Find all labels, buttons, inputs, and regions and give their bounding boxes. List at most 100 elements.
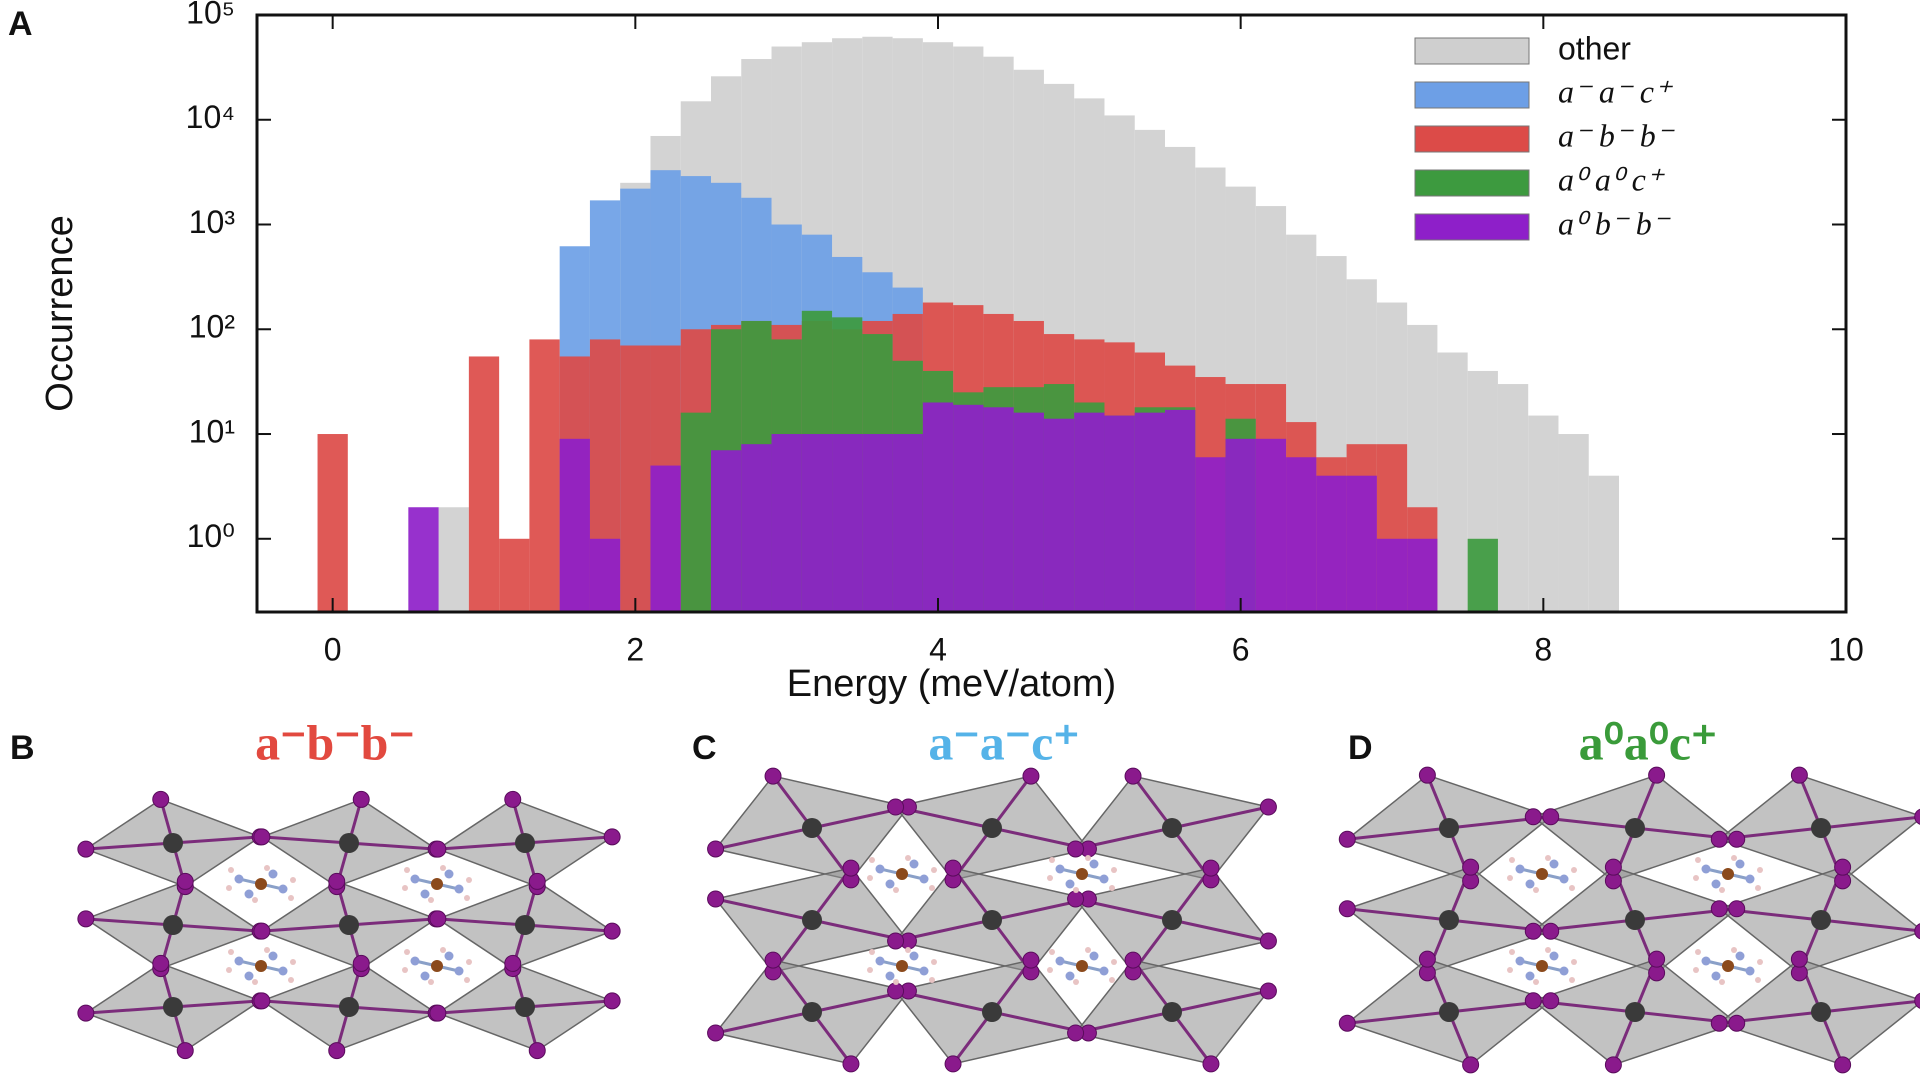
halide-atom — [842, 859, 860, 877]
x-tick-label: 8 — [1534, 631, 1552, 667]
molecule-atom — [1701, 956, 1711, 966]
bond — [1820, 918, 1920, 933]
bar — [1104, 415, 1135, 612]
halide-atom — [77, 840, 95, 858]
hydrogen-atom — [1111, 867, 1117, 873]
bar — [1255, 438, 1287, 612]
bar — [922, 402, 954, 612]
bar — [317, 434, 348, 612]
bar — [438, 507, 469, 612]
hydrogen-atom — [1571, 867, 1577, 873]
x-tick-label: 10 — [1828, 631, 1864, 667]
hydrogen-atom — [1695, 857, 1701, 863]
legend-swatch — [1414, 125, 1530, 153]
panel-title: a⁻a⁻c⁺ — [928, 714, 1079, 770]
halide-atom — [1338, 900, 1356, 918]
bond — [771, 775, 814, 829]
hydrogen-atom — [1693, 967, 1699, 973]
bond — [524, 999, 613, 1009]
molecule-atom — [410, 874, 420, 884]
molecule-atom — [1745, 966, 1755, 976]
bar — [983, 407, 1014, 612]
halide-atom — [1790, 766, 1808, 784]
metal-atom — [163, 833, 183, 853]
carbon-atom — [1722, 868, 1734, 880]
molecule-atom — [234, 874, 244, 884]
bar — [862, 434, 893, 612]
metal-atom — [802, 1002, 822, 1022]
bond — [951, 1011, 994, 1065]
hydrogen-atom — [1693, 875, 1699, 881]
halide-atom — [1124, 951, 1142, 969]
hydrogen-atom — [1719, 979, 1725, 985]
halide-atom — [1710, 830, 1728, 848]
molecule-atom — [1065, 971, 1075, 981]
molecule-atom — [1099, 966, 1109, 976]
hydrogen-atom — [1085, 855, 1091, 861]
halide-atom — [253, 922, 271, 940]
molecule-atom — [1515, 864, 1525, 874]
metal-atom — [339, 915, 359, 935]
halide-atom — [77, 1004, 95, 1022]
carbon-atom — [1076, 868, 1088, 880]
halide-atom — [152, 790, 170, 808]
hydrogen-atom — [402, 885, 408, 891]
hydrogen-atom — [867, 875, 873, 881]
molecule-atom — [1711, 971, 1721, 981]
halide-atom — [429, 910, 447, 928]
halide-atom — [253, 828, 271, 846]
molecule-atom — [1515, 956, 1525, 966]
hydrogen-atom — [869, 949, 875, 955]
x-tick-label: 4 — [929, 631, 947, 667]
halide-atom — [328, 872, 346, 890]
bond — [172, 835, 261, 845]
halide-atom — [1067, 840, 1085, 858]
bar — [1195, 457, 1226, 612]
bond — [348, 917, 437, 927]
bond — [524, 923, 613, 933]
bond — [1347, 826, 1450, 841]
hydrogen-atom — [1569, 977, 1575, 983]
hydrogen-atom — [402, 967, 408, 973]
halide-atom — [887, 798, 905, 816]
panel-letter: D — [1348, 729, 1373, 767]
bar — [1588, 475, 1619, 612]
hydrogen-atom — [290, 959, 296, 965]
molecule-atom — [244, 971, 254, 981]
halide-atom — [1914, 992, 1920, 1009]
y-tick-label: 10⁵ — [186, 0, 235, 30]
legend-swatch — [1414, 213, 1530, 241]
halide-atom — [1259, 982, 1277, 1000]
halide-atom — [1524, 808, 1542, 826]
molecule-atom — [1055, 956, 1065, 966]
panel-title: a⁰a⁰c⁺ — [1579, 714, 1718, 770]
halide-atom — [1604, 858, 1622, 876]
halide-atom — [1728, 1014, 1746, 1032]
hydrogen-atom — [464, 895, 470, 901]
bond — [437, 841, 526, 851]
hydrogen-atom — [929, 977, 935, 983]
halide-atom — [1524, 992, 1542, 1010]
hydrogen-atom — [1755, 885, 1761, 891]
metal-atom — [515, 833, 535, 853]
bond — [172, 999, 261, 1009]
carbon-atom — [1722, 960, 1734, 972]
molecule-atom — [909, 859, 919, 869]
y-tick-label: 10³ — [189, 204, 236, 240]
metal-atom — [1439, 910, 1459, 930]
molecule-atom — [919, 966, 929, 976]
molecule-atom — [919, 874, 929, 884]
halide-atom — [944, 1055, 962, 1073]
hydrogen-atom — [1073, 979, 1079, 985]
hydrogen-atom — [252, 897, 258, 903]
halide-atom — [1914, 923, 1920, 940]
hydrogen-atom — [1507, 967, 1513, 973]
legend-label: other — [1558, 30, 1631, 66]
molecule-atom — [420, 971, 430, 981]
bar — [1074, 412, 1105, 612]
metal-atom — [1162, 818, 1182, 838]
halide-atom — [176, 1042, 194, 1060]
hydrogen-atom — [1047, 875, 1053, 881]
bond — [715, 826, 813, 851]
hydrogen-atom — [1049, 949, 1055, 955]
